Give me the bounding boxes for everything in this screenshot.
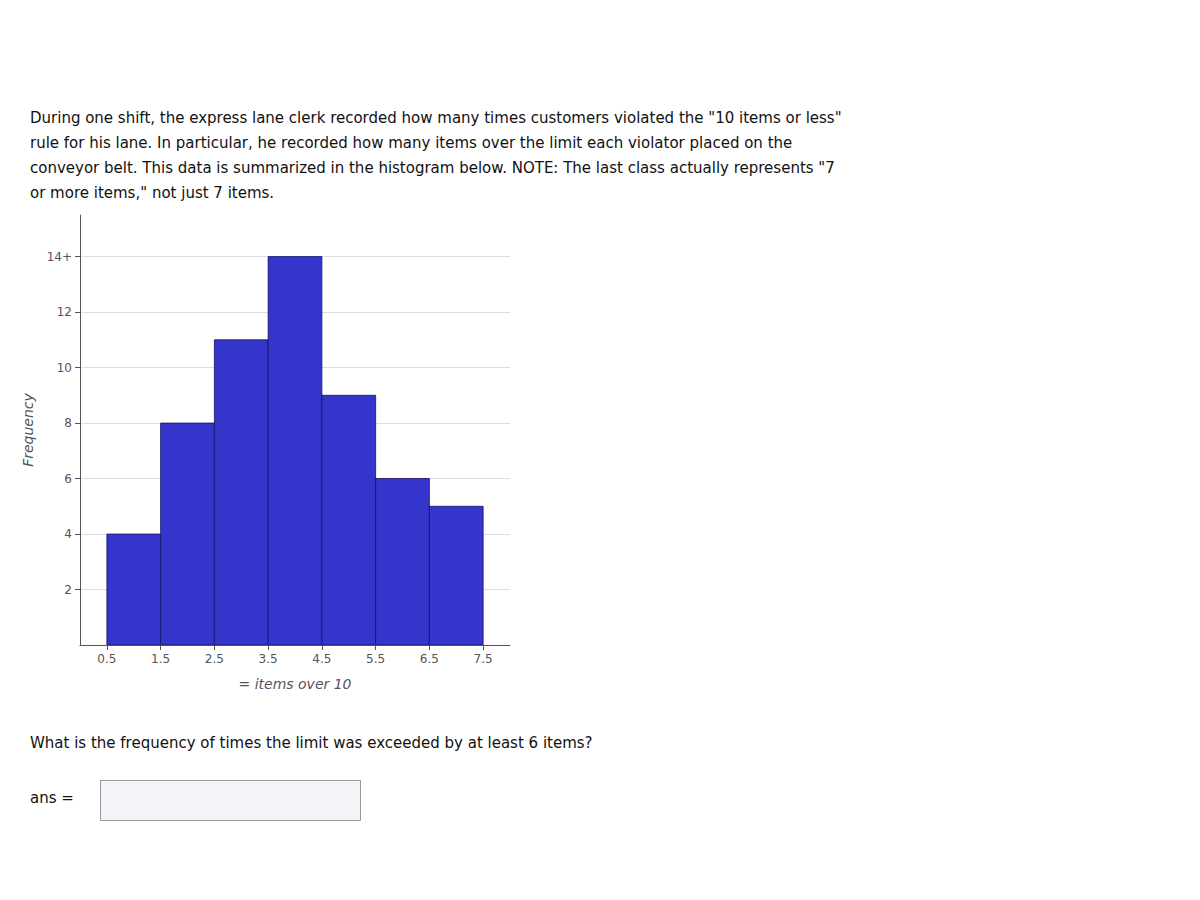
- svg-text:What is the frequency of times: What is the frequency of times the limit…: [30, 734, 593, 752]
- svg-text:8: 8: [64, 416, 72, 430]
- svg-text:rule for his lane. In particul: rule for his lane. In particular, he rec…: [30, 134, 792, 152]
- svg-text:2: 2: [64, 583, 72, 597]
- svg-text:or more items," not just 7 ite: or more items," not just 7 items.: [30, 184, 274, 202]
- svg-text:6.5: 6.5: [420, 652, 439, 666]
- svg-text:1.5: 1.5: [151, 652, 170, 666]
- svg-text:5.5: 5.5: [366, 652, 385, 666]
- svg-text:0.5: 0.5: [97, 652, 116, 666]
- svg-text:= items over 10: = items over 10: [238, 676, 351, 692]
- svg-text:During one shift, the express: During one shift, the express lane clerk…: [30, 109, 842, 127]
- svg-text:ans =: ans =: [30, 789, 74, 807]
- svg-text:conveyor belt. This data is su: conveyor belt. This data is summarized i…: [30, 159, 835, 177]
- svg-text:3.5: 3.5: [259, 652, 278, 666]
- svg-text:6: 6: [64, 472, 72, 486]
- svg-text:14+: 14+: [47, 250, 72, 264]
- svg-text:12: 12: [57, 305, 72, 319]
- svg-text:4.5: 4.5: [312, 652, 331, 666]
- svg-text:10: 10: [57, 361, 72, 375]
- svg-text:4: 4: [64, 527, 72, 541]
- svg-text:7.5: 7.5: [474, 652, 493, 666]
- svg-text:2.5: 2.5: [205, 652, 224, 666]
- svg-text:Frequency: Frequency: [20, 392, 36, 466]
